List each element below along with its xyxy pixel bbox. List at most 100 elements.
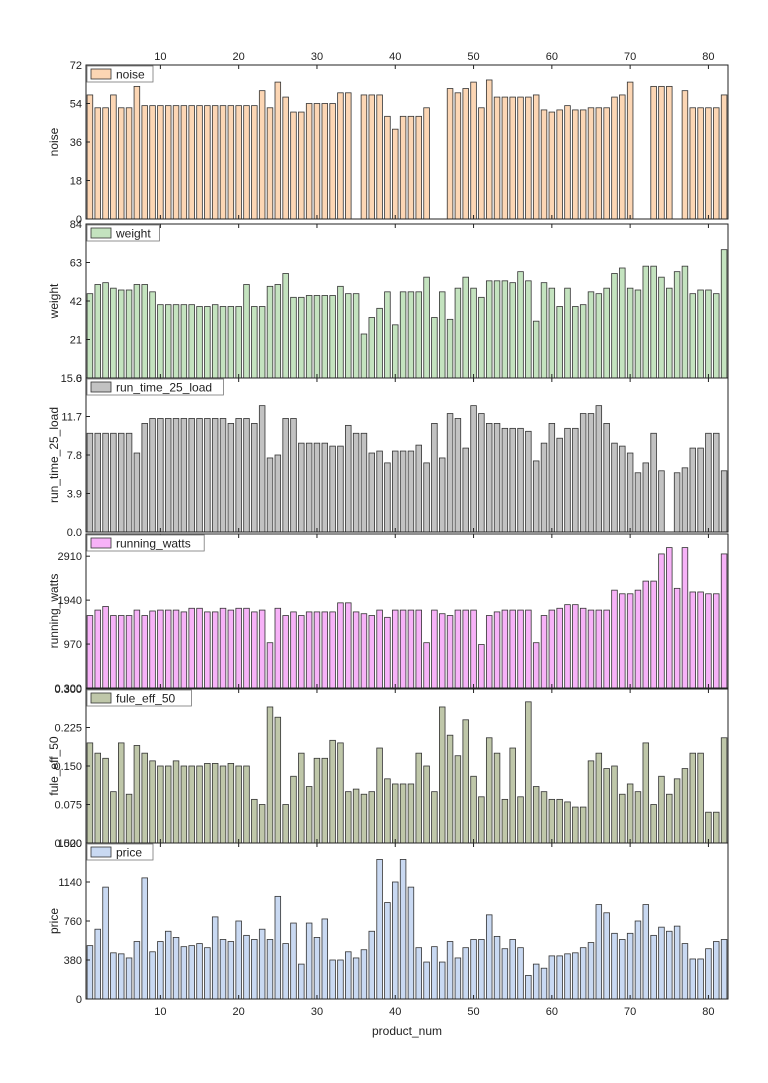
bar-weight-38 [376, 307, 383, 379]
bar-weight-34 [345, 293, 352, 379]
bar-running_watts-77 [681, 547, 689, 689]
bar-fule_eff_50-7 [133, 745, 141, 844]
bar-noise-75 [666, 85, 673, 220]
bar-fule_eff_50-33 [337, 742, 344, 844]
bottom-x-tick-label: 60 [546, 1006, 558, 1018]
bar-weight-19 [227, 306, 235, 379]
bar-weight-29 [305, 295, 313, 379]
bottom-x-tick-label: 50 [467, 1006, 479, 1018]
bar-fule_eff_50-40 [392, 783, 399, 844]
bar-run_time_25_load-67 [603, 423, 610, 533]
bar-run_time_25_load-53 [493, 423, 501, 533]
bar-run_time_25_load-79 [697, 447, 704, 533]
bar-price-79 [697, 958, 704, 1000]
bar-fule_eff_50-23 [258, 804, 266, 844]
bar-price-39 [384, 902, 391, 1000]
y-tick-label: 0.150 [54, 761, 82, 773]
bar-running_watts-17 [211, 611, 219, 689]
y-tick-label: 2910 [58, 551, 82, 563]
bar-running_watts-52 [485, 615, 493, 689]
bar-running_watts-53 [493, 611, 501, 689]
bar-run_time_25_load-13 [180, 418, 188, 533]
bar-weight-69 [619, 267, 626, 379]
bar-run_time_25_load-34 [345, 424, 352, 533]
bar-run_time_25_load-30 [313, 442, 321, 533]
bar-weight-73 [650, 265, 657, 379]
bar-run_time_25_load-56 [517, 427, 524, 533]
y-axis-label-running_watts: running_watts [47, 574, 61, 649]
bar-weight-25 [274, 284, 282, 379]
bar-run_time_25_load-37 [368, 452, 375, 533]
bar-noise-50 [470, 81, 477, 220]
bars-running_watts [86, 547, 728, 689]
bar-weight-27 [290, 296, 297, 379]
x-axis-label: product_num [372, 1024, 442, 1038]
panel-weight: 0 21 42 63 84 weight weight [47, 219, 729, 385]
bar-running_watts-22 [251, 611, 258, 689]
bar-noise-79 [697, 107, 704, 220]
bar-fule_eff_50-19 [227, 763, 235, 844]
bar-fule_eff_50-66 [595, 752, 603, 844]
bar-weight-8 [141, 284, 148, 379]
bar-weight-22 [251, 306, 258, 379]
bar-run_time_25_load-8 [141, 423, 148, 533]
bar-noise-38 [376, 94, 383, 220]
bar-fule_eff_50-61 [556, 798, 563, 844]
bar-weight-16 [204, 306, 211, 379]
y-tick-label: 0.225 [54, 723, 82, 735]
panel-frame [85, 533, 729, 689]
bar-price-35 [352, 957, 360, 1000]
bar-price-18 [219, 939, 227, 1000]
bar-noise-12 [172, 105, 180, 220]
bottom-x-tick-label: 80 [702, 1006, 714, 1018]
bar-price-73 [650, 934, 657, 1000]
bar-fule_eff_50-27 [290, 775, 297, 844]
bar-noise-21 [243, 105, 250, 220]
bar-running_watts-72 [642, 580, 650, 689]
y-tick-label: 3.9 [67, 489, 82, 501]
top-x-tick-label: 20 [233, 51, 245, 63]
bar-price-14 [188, 945, 195, 1000]
bar-noise-81 [713, 107, 720, 220]
bar-running_watts-25 [274, 607, 282, 689]
bar-running_watts-20 [235, 607, 242, 689]
bar-fule_eff_50-26 [282, 804, 289, 844]
bar-running_watts-62 [564, 604, 571, 689]
bar-running_watts-81 [713, 593, 720, 689]
bar-weight-77 [681, 265, 689, 379]
bar-noise-8 [141, 105, 148, 220]
bar-running_watts-61 [556, 607, 563, 689]
bar-fule_eff_50-44 [423, 765, 430, 844]
y-tick-label: 11.7 [61, 412, 82, 424]
legend-frame [86, 689, 192, 707]
y-axis-label-run_time_25_load: run_time_25_load [47, 407, 61, 503]
bar-running_watts-48 [454, 609, 462, 689]
bar-running_watts-5 [118, 615, 125, 689]
bar-weight-57 [525, 280, 532, 379]
bar-run_time_25_load-6 [125, 432, 133, 533]
bar-price-42 [407, 886, 415, 1000]
bar-price-30 [313, 937, 321, 1000]
bar-running_watts-41 [399, 609, 407, 689]
bar-price-29 [305, 922, 313, 1000]
bar-running_watts-34 [345, 602, 352, 689]
bar-fule_eff_50-17 [211, 763, 219, 844]
bar-running_watts-51 [478, 644, 485, 689]
bar-noise-58 [532, 94, 540, 220]
bar-noise-13 [180, 105, 188, 220]
bar-running_watts-54 [501, 609, 509, 689]
bar-price-15 [196, 943, 203, 1000]
bar-noise-34 [345, 92, 352, 220]
bar-fule_eff_50-78 [689, 752, 696, 844]
bar-fule_eff_50-56 [517, 796, 524, 844]
bar-fule_eff_50-32 [329, 739, 336, 844]
legend-fule_eff_50: fule_eff_50 [86, 689, 192, 707]
y-tick-label: 84 [70, 219, 82, 231]
bar-price-10 [157, 941, 164, 1000]
bar-noise-6 [125, 107, 133, 220]
legend-label: fule_eff_50 [116, 692, 175, 706]
bar-run_time_25_load-24 [266, 457, 274, 533]
bar-price-56 [517, 947, 524, 1000]
bar-price-41 [399, 859, 407, 1000]
bar-running_watts-21 [243, 607, 250, 689]
